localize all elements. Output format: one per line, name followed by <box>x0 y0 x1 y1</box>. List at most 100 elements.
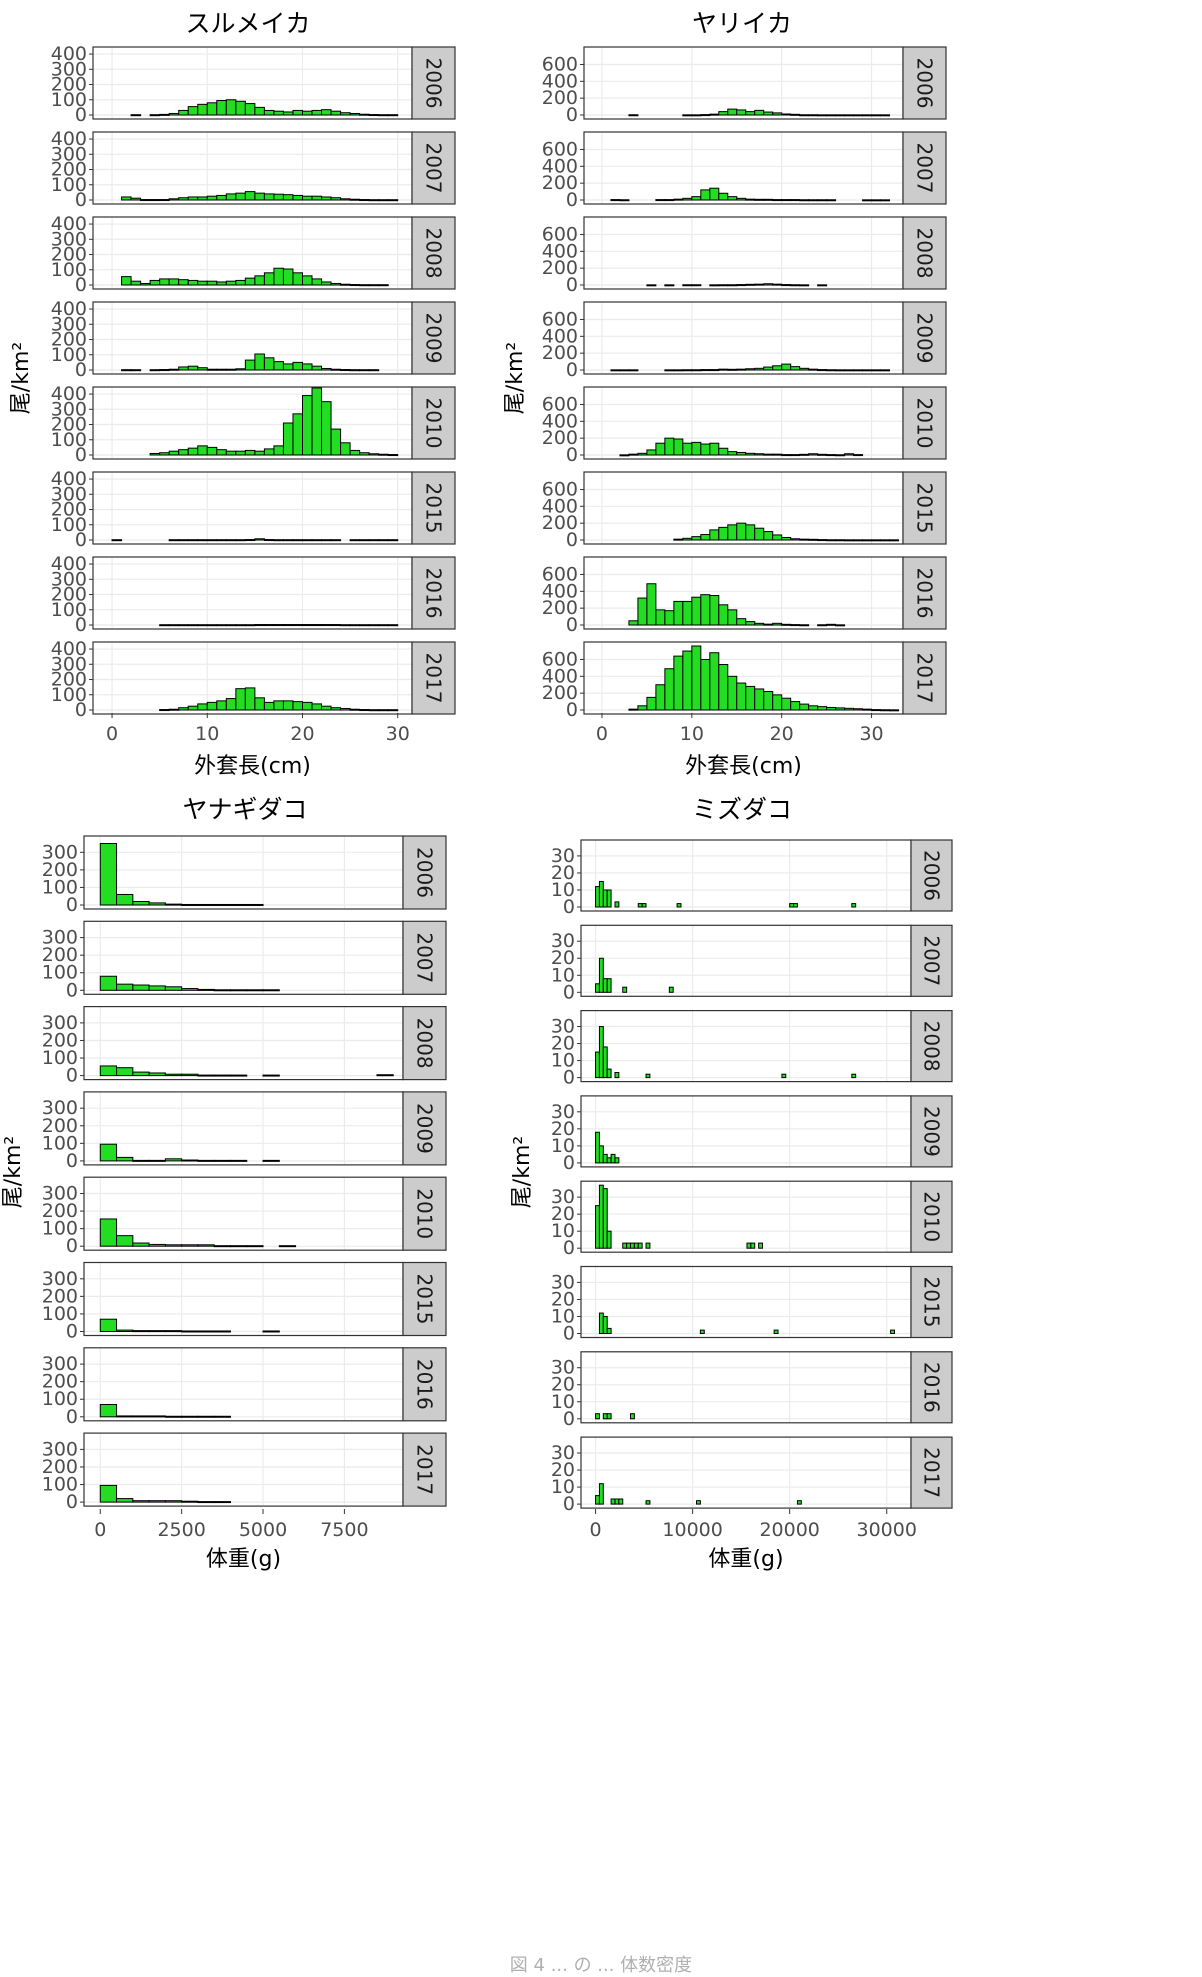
facet-strip-label: 2010 <box>413 1188 437 1239</box>
y-tick-label: 10 <box>551 1220 575 1242</box>
histogram-bar <box>164 1244 183 1247</box>
panel-background <box>584 132 903 204</box>
histogram-bar <box>197 196 208 201</box>
histogram-bar <box>772 694 783 711</box>
histogram-bar <box>646 449 657 456</box>
histogram-bar <box>826 114 837 117</box>
x-tick-label: 30 <box>386 723 410 745</box>
histogram-bar <box>691 536 702 541</box>
y-tick-label: 400 <box>51 468 87 490</box>
y-tick-label: 400 <box>51 43 87 65</box>
histogram-bar <box>709 113 720 116</box>
histogram-bar <box>148 1159 166 1162</box>
histogram-bar <box>263 539 275 542</box>
figure-caption-fragment <box>0 1948 1202 1977</box>
histogram-bar <box>206 624 218 627</box>
histogram-bar <box>890 1329 896 1335</box>
histogram-bar <box>349 708 361 711</box>
histogram-bar <box>159 709 170 712</box>
panel-background <box>84 1433 403 1507</box>
histogram-bar <box>699 1329 705 1335</box>
histogram-bar <box>164 1500 183 1503</box>
histogram-bar <box>159 452 170 456</box>
facet-strip-label: 2016 <box>913 568 937 619</box>
histogram-bar <box>871 709 882 712</box>
histogram-bar <box>595 1205 600 1249</box>
y-tick-label: 0 <box>566 189 578 211</box>
facet-strip <box>402 1261 447 1337</box>
histogram-bar <box>330 707 342 711</box>
y-tick-label: 0 <box>66 1491 78 1513</box>
histogram-bar <box>808 199 819 202</box>
histogram-bar <box>116 1329 134 1333</box>
histogram-bar <box>216 449 227 456</box>
histogram-bar <box>213 1330 231 1333</box>
histogram-bar <box>736 682 747 711</box>
y-tick-label: 0 <box>563 1067 575 1089</box>
y-tick-label: 100 <box>51 89 87 111</box>
histogram-bar <box>817 624 828 627</box>
histogram-bar <box>754 367 765 371</box>
x-tick-label: 20 <box>290 723 314 745</box>
histogram-bar <box>164 903 183 906</box>
histogram-bar <box>132 984 150 991</box>
histogram-bar <box>301 275 313 286</box>
histogram-bar <box>606 1230 612 1249</box>
histogram-bar <box>598 1312 604 1335</box>
y-tick-label: 200 <box>42 1285 78 1307</box>
histogram-bar <box>349 539 361 542</box>
histogram-bar <box>225 193 237 201</box>
histogram-bar <box>311 195 323 201</box>
histogram-bar <box>197 903 215 906</box>
histogram-bar <box>262 1159 280 1162</box>
y-tick-label: 0 <box>566 444 578 466</box>
x-tick-label: 20000 <box>759 1519 819 1541</box>
histogram-bar <box>116 893 134 906</box>
histogram-bar <box>637 597 648 626</box>
histogram-bar <box>682 284 693 287</box>
histogram-bar <box>844 369 855 372</box>
histogram-bar <box>862 708 873 711</box>
histogram-bar <box>244 359 256 371</box>
y-tick-label: 200 <box>51 329 87 351</box>
histogram-bar <box>246 1245 264 1248</box>
y-tick-label: 0 <box>75 444 87 466</box>
facet-strip <box>910 1180 953 1253</box>
histogram-bar <box>630 1413 635 1420</box>
facet-strip-label: 2008 <box>920 1021 944 1072</box>
histogram-bar <box>368 199 380 202</box>
y-tick-label: 20 <box>551 1459 575 1481</box>
histogram-bar <box>595 886 600 908</box>
histogram-bar <box>781 284 792 287</box>
y-tick-label: 400 <box>542 70 578 92</box>
y-tick-label: 200 <box>542 597 578 619</box>
histogram-bar <box>853 369 864 372</box>
histogram-bar <box>781 363 792 371</box>
facet-strip-label: 2006 <box>422 58 446 109</box>
y-tick-label: 20 <box>551 862 575 884</box>
y-tick-label: 400 <box>51 638 87 660</box>
histogram-bar <box>736 109 747 116</box>
histogram-bar <box>273 700 284 711</box>
y-tick-label: 400 <box>51 298 87 320</box>
y-axis-label: 尾/km² <box>9 342 34 414</box>
histogram-bar <box>149 114 161 117</box>
facet-strip-label: 2016 <box>413 1359 437 1410</box>
histogram-bar <box>790 701 801 711</box>
histogram-bar <box>229 903 248 906</box>
y-tick-label: 100 <box>51 684 87 706</box>
histogram-bar <box>116 1235 134 1247</box>
histogram-bar <box>826 623 837 626</box>
histogram-bar <box>178 539 189 542</box>
histogram-bar <box>727 196 738 201</box>
histogram-bar <box>282 268 294 286</box>
